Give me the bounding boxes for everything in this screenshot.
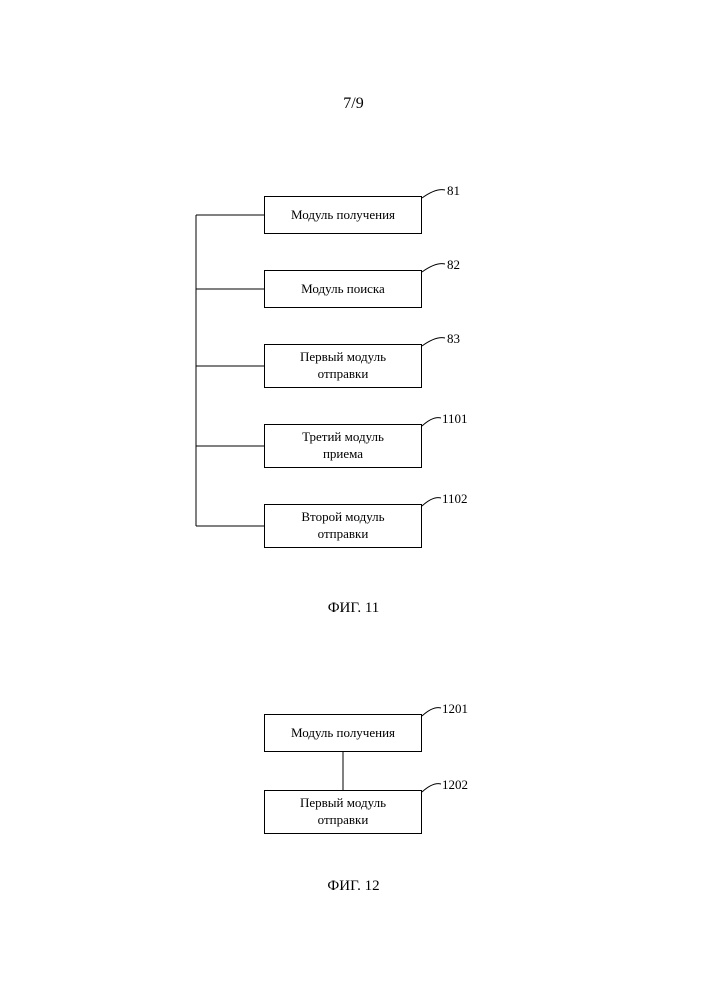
fig12-caption: ФИГ. 12 [327,878,379,895]
box-1201: Модуль получения [264,714,422,752]
label-1202: 1202 [442,777,468,793]
figure-12: Модуль получения Первый модульотправки 1… [0,0,707,1000]
fig12-connector [0,0,707,1000]
box-1202-text: Первый модульотправки [300,795,386,829]
leader-1201 [0,0,707,1000]
label-1201: 1201 [442,701,468,717]
box-1202: Первый модульотправки [264,790,422,834]
leader-1202 [0,0,707,1000]
box-1201-text: Модуль получения [291,725,395,742]
